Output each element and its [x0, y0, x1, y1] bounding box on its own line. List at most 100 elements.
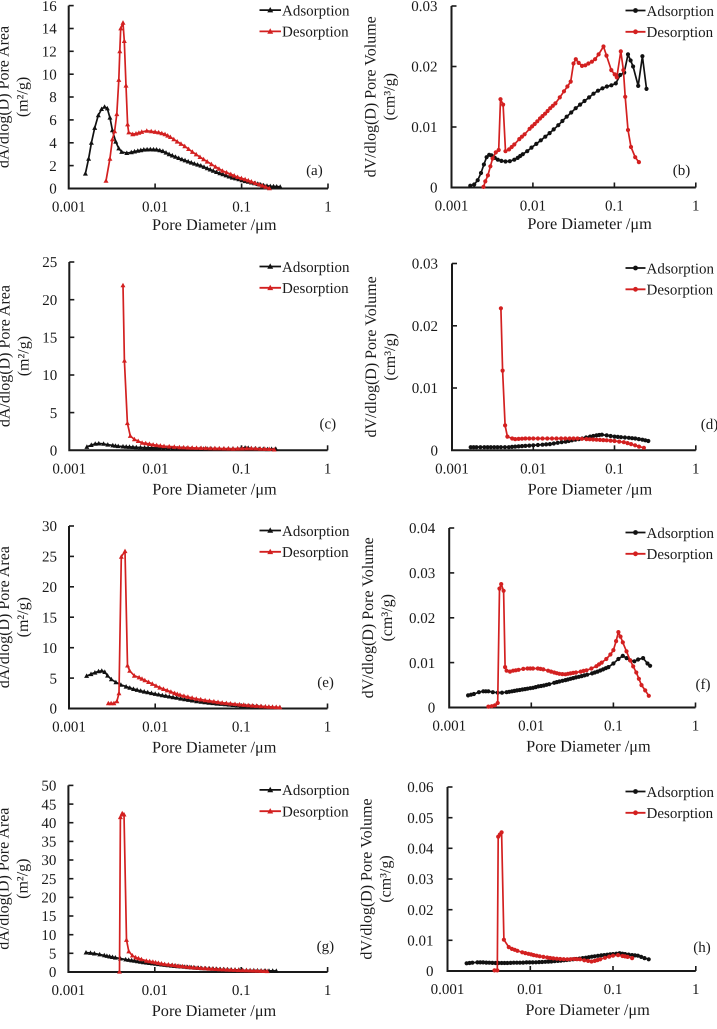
svg-text:1: 1: [692, 199, 700, 215]
svg-text:0.001: 0.001: [432, 719, 466, 735]
svg-text:2: 2: [49, 159, 57, 175]
svg-text:Adsorption: Adsorption: [647, 261, 715, 277]
svg-text:0.001: 0.001: [52, 720, 86, 736]
svg-text:0: 0: [50, 444, 58, 460]
svg-text:Adsorption: Adsorption: [282, 260, 350, 276]
svg-text:0.001: 0.001: [431, 982, 465, 998]
svg-text:6: 6: [49, 113, 57, 129]
svg-text:0.001: 0.001: [435, 199, 469, 215]
svg-text:20: 20: [42, 580, 57, 596]
svg-text:0.02: 0.02: [411, 60, 437, 76]
svg-text:0.1: 0.1: [232, 461, 251, 477]
svg-text:15: 15: [41, 909, 56, 925]
svg-text:0.03: 0.03: [409, 566, 435, 582]
svg-text:Desorption: Desorption: [282, 281, 349, 297]
svg-text:0.01: 0.01: [411, 120, 437, 136]
svg-text:8: 8: [49, 90, 57, 106]
svg-text:0.01: 0.01: [412, 381, 438, 397]
svg-text:1: 1: [324, 200, 332, 216]
svg-text:0.01: 0.01: [518, 719, 544, 735]
svg-text:1: 1: [692, 982, 700, 998]
svg-text:0.02: 0.02: [409, 611, 435, 627]
svg-text:0.1: 0.1: [605, 461, 624, 477]
svg-text:0: 0: [430, 181, 438, 197]
svg-text:1: 1: [692, 719, 700, 735]
svg-text:0: 0: [49, 965, 57, 981]
svg-text:Desorption: Desorption: [282, 25, 349, 41]
svg-text:1: 1: [324, 983, 332, 999]
svg-text:Adsorption: Adsorption: [647, 4, 715, 20]
svg-text:(m²/g): (m²/g): [15, 336, 32, 376]
svg-text:Desorption: Desorption: [647, 806, 714, 822]
svg-text:1: 1: [692, 461, 700, 477]
svg-text:0: 0: [426, 964, 434, 980]
svg-text:Pore Diameter /μm: Pore Diameter /μm: [527, 214, 652, 233]
svg-text:0.03: 0.03: [407, 872, 433, 888]
svg-text:1: 1: [324, 720, 332, 736]
svg-text:5: 5: [49, 947, 57, 963]
svg-text:10: 10: [42, 368, 57, 384]
svg-text:0.01: 0.01: [409, 656, 435, 672]
svg-text:(c): (c): [319, 417, 336, 433]
svg-text:(d): (d): [701, 417, 717, 433]
svg-text:(e): (e): [317, 675, 334, 691]
svg-text:0.01: 0.01: [142, 983, 168, 999]
svg-text:(f): (f): [696, 677, 711, 693]
svg-text:dV/dlog(D) Pore Volume: dV/dlog(D) Pore Volume: [363, 16, 380, 177]
svg-text:20: 20: [42, 293, 57, 309]
svg-text:15: 15: [42, 331, 57, 347]
svg-text:0.01: 0.01: [142, 200, 168, 216]
svg-text:25: 25: [42, 255, 57, 271]
svg-text:0.03: 0.03: [412, 257, 438, 273]
svg-text:20: 20: [41, 891, 56, 907]
svg-text:0.02: 0.02: [412, 319, 438, 335]
svg-text:(b): (b): [673, 163, 691, 179]
svg-text:0.01: 0.01: [520, 199, 546, 215]
svg-text:Adsorption: Adsorption: [282, 783, 350, 799]
svg-text:Desorption: Desorption: [647, 25, 714, 41]
svg-text:0.1: 0.1: [232, 983, 251, 999]
svg-text:0.1: 0.1: [604, 719, 623, 735]
svg-text:4: 4: [49, 136, 57, 152]
svg-text:(h): (h): [693, 940, 711, 956]
svg-text:5: 5: [50, 671, 58, 687]
svg-text:(cm³/g): (cm³/g): [382, 333, 399, 380]
svg-text:Desorption: Desorption: [282, 545, 349, 561]
svg-text:0: 0: [428, 701, 436, 717]
svg-text:dV/dlog(D) Pore Volume: dV/dlog(D) Pore Volume: [359, 798, 376, 959]
svg-text:1: 1: [324, 461, 332, 477]
svg-text:0.001: 0.001: [52, 200, 86, 216]
svg-text:0.1: 0.1: [605, 199, 624, 215]
svg-text:0.01: 0.01: [142, 720, 168, 736]
svg-text:dA/dlog(D) Pore Area: dA/dlog(D) Pore Area: [0, 546, 13, 688]
svg-text:Pore Diameter /μm: Pore Diameter /μm: [528, 480, 653, 499]
svg-text:0.01: 0.01: [520, 461, 546, 477]
svg-text:Adsorption: Adsorption: [282, 524, 350, 540]
svg-text:25: 25: [41, 872, 56, 888]
svg-text:Desorption: Desorption: [647, 283, 714, 299]
svg-text:10: 10: [41, 928, 56, 944]
svg-text:dV/dlog(D) Pore Volume: dV/dlog(D) Pore Volume: [363, 276, 380, 437]
svg-text:Desorption: Desorption: [282, 805, 349, 821]
svg-text:0.001: 0.001: [52, 983, 86, 999]
svg-text:dA/dlog(D) Pore Area: dA/dlog(D) Pore Area: [0, 285, 13, 427]
svg-text:0.01: 0.01: [142, 461, 168, 477]
svg-text:0.05: 0.05: [407, 811, 433, 827]
svg-text:10: 10: [42, 641, 57, 657]
svg-text:0.04: 0.04: [407, 842, 434, 858]
svg-text:Pore Diameter /μm: Pore Diameter /μm: [525, 1000, 650, 1019]
svg-text:0.04: 0.04: [409, 521, 436, 537]
svg-text:Adsorption: Adsorption: [647, 526, 715, 542]
svg-text:0.01: 0.01: [517, 982, 543, 998]
svg-text:(cm³/g): (cm³/g): [378, 855, 395, 902]
svg-text:0.1: 0.1: [232, 200, 251, 216]
svg-text:0.01: 0.01: [407, 934, 433, 950]
svg-text:30: 30: [41, 853, 56, 869]
svg-text:Pore Diameter /μm: Pore Diameter /μm: [152, 480, 277, 499]
svg-text:0: 0: [49, 182, 57, 198]
svg-text:(a): (a): [306, 163, 323, 179]
svg-text:Pore Diameter /μm: Pore Diameter /μm: [152, 1001, 277, 1020]
svg-text:Pore Diameter /μm: Pore Diameter /μm: [526, 737, 651, 756]
svg-text:30: 30: [42, 519, 57, 535]
svg-text:25: 25: [42, 550, 57, 566]
